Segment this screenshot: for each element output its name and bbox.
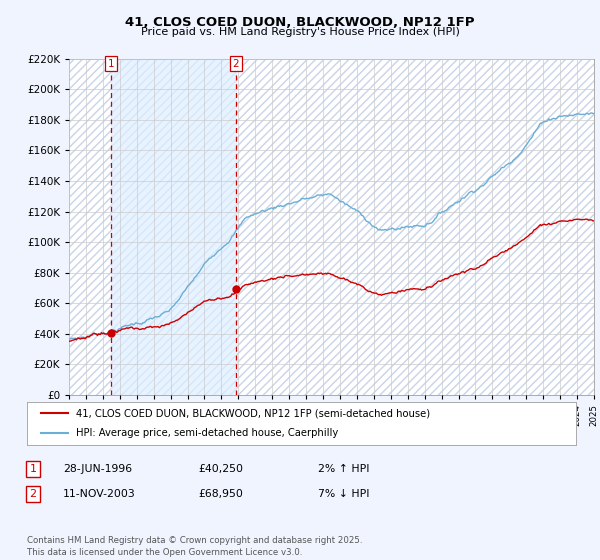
Text: 2: 2 (233, 59, 239, 69)
Text: Price paid vs. HM Land Registry's House Price Index (HPI): Price paid vs. HM Land Registry's House … (140, 27, 460, 37)
Text: 2% ↑ HPI: 2% ↑ HPI (318, 464, 370, 474)
Text: 2: 2 (29, 489, 37, 499)
Text: 7% ↓ HPI: 7% ↓ HPI (318, 489, 370, 499)
Text: 41, CLOS COED DUON, BLACKWOOD, NP12 1FP (semi-detached house): 41, CLOS COED DUON, BLACKWOOD, NP12 1FP … (76, 408, 431, 418)
Text: HPI: Average price, semi-detached house, Caerphilly: HPI: Average price, semi-detached house,… (76, 428, 338, 438)
Text: Contains HM Land Registry data © Crown copyright and database right 2025.
This d: Contains HM Land Registry data © Crown c… (27, 536, 362, 557)
Text: £68,950: £68,950 (198, 489, 243, 499)
Bar (111, 59, 236, 395)
Text: £40,250: £40,250 (198, 464, 243, 474)
Text: 28-JUN-1996: 28-JUN-1996 (63, 464, 132, 474)
Text: 41, CLOS COED DUON, BLACKWOOD, NP12 1FP: 41, CLOS COED DUON, BLACKWOOD, NP12 1FP (125, 16, 475, 29)
Text: 11-NOV-2003: 11-NOV-2003 (63, 489, 136, 499)
Text: 1: 1 (29, 464, 37, 474)
Text: 1: 1 (108, 59, 115, 69)
